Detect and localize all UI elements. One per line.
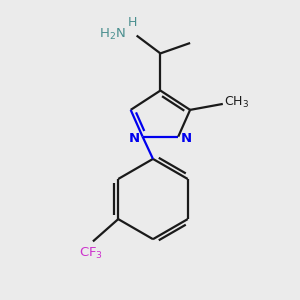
- Text: CH$_3$: CH$_3$: [224, 95, 249, 110]
- Text: CH$_3$: CH$_3$: [0, 299, 1, 300]
- Text: H$_2$N: H$_2$N: [99, 26, 126, 42]
- Text: H: H: [128, 16, 137, 29]
- Text: N: N: [181, 132, 192, 145]
- Text: N: N: [129, 132, 140, 145]
- Text: CF$_3$: CF$_3$: [79, 246, 103, 261]
